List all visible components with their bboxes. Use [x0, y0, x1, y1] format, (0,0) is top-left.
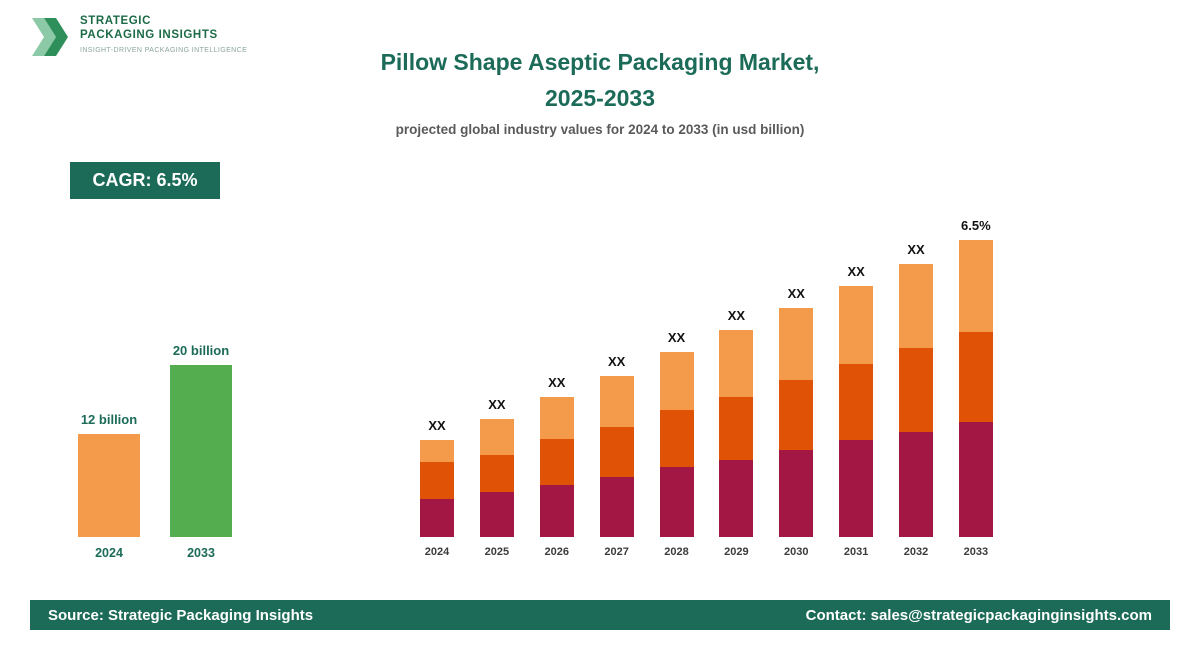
stacked-bar-value-label: 6.5% [961, 218, 991, 233]
brand-text: STRATEGIC PACKAGING INSIGHTS INSIGHT-DRI… [80, 14, 247, 54]
stacked-bar-year-label: 2025 [484, 546, 510, 558]
stacked-bar-year-label: 2027 [604, 546, 629, 558]
summary-bar-chart: 12 billion 2024 20 billion 2033 [78, 318, 232, 560]
stacked-bar-chart: XX 2024 XX 2025 XX 2026 XX 2027 XX 2028 XX 2029 XX 20… [408, 205, 1005, 558]
stacked-bar-column: XX 2029 [707, 205, 765, 558]
stacked-bar-area: XX [588, 205, 646, 537]
segment-top [719, 330, 754, 397]
segment-top [839, 286, 874, 364]
stacked-bar-area: XX [707, 205, 765, 537]
segment-middle [479, 455, 514, 492]
stacked-bar-value-label: XX [428, 418, 446, 433]
segment-bottom [839, 440, 874, 537]
stacked-bar-area: XX [887, 205, 945, 537]
segment-top [599, 376, 634, 427]
stacked-bar-value-label: XX [907, 242, 925, 257]
mini-bar-area: 20 billion [170, 318, 232, 537]
page-title-line2: 2025-2033 [545, 85, 655, 111]
stacked-bar-value-label: XX [727, 308, 746, 323]
footer-contact: Contact: sales@strategicpackaginginsight… [805, 606, 1152, 624]
mini-bar-value-label: 20 billion [172, 343, 230, 358]
chevron-logo-icon [32, 18, 68, 56]
mini-bar-year-label: 2024 [95, 546, 123, 560]
mini-bar [78, 434, 140, 537]
stacked-bar-year-label: 2029 [724, 546, 749, 558]
stacked-bar-column: XX 2031 [827, 205, 885, 558]
segment-bottom [719, 460, 754, 537]
summary-bars: 12 billion 2024 20 billion 2033 [78, 318, 232, 560]
segment-middle [839, 364, 874, 440]
header: Pillow Shape Aseptic Packaging Market, 2… [0, 44, 1200, 137]
stacked-bar-column: XX 2030 [767, 205, 825, 558]
segment-bottom [779, 450, 814, 537]
segment-middle [599, 427, 634, 477]
stacked-bar-column: XX 2032 [887, 205, 945, 558]
segment-middle [899, 348, 933, 432]
stacked-bar-year-label: 2028 [664, 546, 689, 558]
segment-middle [659, 410, 694, 467]
stacked-bar-column: XX 2027 [588, 205, 646, 558]
mini-bar-column: 20 billion 2033 [170, 318, 232, 560]
page-title-line1: Pillow Shape Aseptic Packaging Market, [380, 49, 820, 75]
stacked-bars: XX 2024 XX 2025 XX 2026 XX 2027 XX 2028 XX 2029 XX 20… [408, 205, 1005, 558]
stacked-bar-column: XX 2028 [648, 205, 706, 558]
cagr-badge: CAGR: 6.5% [70, 162, 220, 199]
segment-bottom [420, 499, 454, 537]
mini-bar-value-label: 12 billion [80, 412, 138, 427]
stacked-bar-year-label: 2031 [843, 546, 869, 558]
segment-middle [779, 380, 814, 450]
stacked-bar-year-label: 2032 [903, 546, 929, 558]
stacked-bar-value-label: XX [488, 397, 506, 412]
segment-top [659, 352, 694, 410]
segment-bottom [958, 422, 993, 537]
stacked-bar-year-label: 2026 [544, 546, 569, 558]
stacked-bar-area: XX [767, 205, 825, 537]
stacked-bar-value-label: XX [847, 264, 865, 279]
page-subtitle: projected global industry values for 202… [395, 122, 805, 137]
stacked-bar-year-label: 2024 [424, 546, 450, 558]
stacked-bar-value-label: XX [607, 354, 626, 369]
stacked-bar-year-label: 2030 [784, 546, 809, 558]
stacked-bar-column: XX 2025 [468, 205, 526, 558]
stacked-bar-area: XX [528, 205, 586, 537]
segment-top [779, 308, 814, 380]
mini-bar-year-label: 2033 [187, 546, 215, 560]
segment-middle [539, 439, 574, 485]
footer-source: Source: Strategic Packaging Insights [48, 606, 314, 624]
stacked-bar-column: 6.5% 2033 [947, 205, 1005, 558]
segment-top [479, 419, 514, 455]
brand-line2: PACKAGING INSIGHTS [80, 29, 218, 41]
brand-line1: STRATEGIC [80, 15, 151, 27]
segment-bottom [599, 477, 634, 537]
segment-top [539, 397, 574, 439]
stacked-bar-value-label: XX [787, 286, 805, 301]
brand-logo: STRATEGIC PACKAGING INSIGHTS INSIGHT-DRI… [30, 14, 247, 60]
stacked-bar-area: XX [827, 205, 885, 537]
stacked-bar-area: XX [468, 205, 526, 537]
mini-bar-column: 12 billion 2024 [78, 318, 140, 560]
stacked-bar-year-label: 2033 [963, 546, 989, 558]
segment-top [420, 440, 454, 462]
footer-bar: Source: Strategic Packaging Insights Con… [30, 600, 1170, 630]
brand-tagline: INSIGHT-DRIVEN PACKAGING INTELLIGENCE [80, 47, 248, 54]
segment-bottom [539, 485, 574, 537]
segment-bottom [659, 467, 694, 537]
stacked-bar-area: XX [648, 205, 706, 537]
segment-bottom [899, 432, 933, 537]
stacked-bar-value-label: XX [667, 330, 686, 345]
stacked-bar-value-label: XX [548, 375, 566, 390]
segment-top [958, 240, 993, 332]
stacked-bar-area: 6.5% [947, 205, 1005, 537]
segment-middle [719, 397, 754, 460]
segment-top [899, 264, 933, 348]
stacked-bar-column: XX 2024 [408, 205, 466, 558]
segment-bottom [479, 492, 514, 537]
segment-middle [958, 332, 993, 422]
stacked-bar-area: XX [408, 205, 466, 537]
segment-middle [420, 462, 454, 499]
mini-bar-area: 12 billion [78, 318, 140, 537]
stacked-bar-column: XX 2026 [528, 205, 586, 558]
mini-bar [170, 365, 232, 537]
